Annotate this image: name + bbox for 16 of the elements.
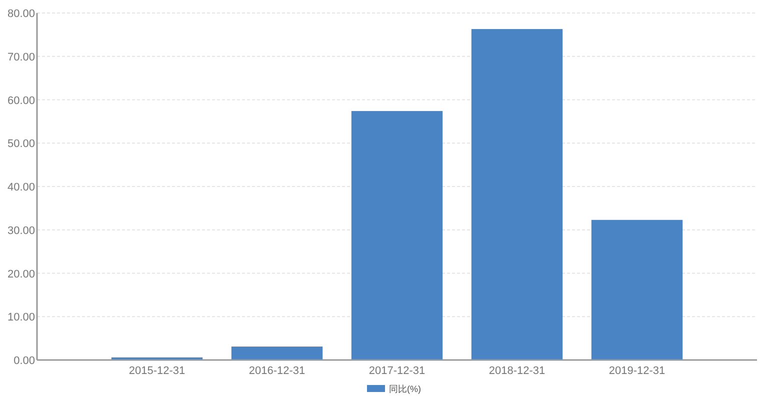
y-tick-label: 10.00 — [7, 312, 35, 324]
y-tick-label: 0.00 — [14, 355, 35, 367]
x-tick-label: 2016-12-31 — [248, 365, 306, 377]
y-tick-label: 80.00 — [7, 8, 35, 20]
y-tick-label: 60.00 — [7, 94, 35, 107]
y-tick-label: 50.00 — [7, 138, 35, 150]
y-tick-label: 30.00 — [7, 224, 35, 237]
y-tick-label: 70.00 — [7, 51, 35, 64]
legend-item: 同比(%) — [367, 384, 421, 394]
x-tick-label: 2017-12-31 — [368, 365, 426, 377]
x-tick-label: 2015-12-31 — [128, 365, 186, 377]
x-tick-label: 2018-12-31 — [488, 365, 546, 377]
y-tick-label: 20.00 — [7, 268, 35, 280]
legend-label: 同比(%) — [389, 384, 421, 394]
x-tick-label: 2019-12-31 — [608, 365, 666, 377]
y-tick-label: 40.00 — [7, 182, 35, 194]
